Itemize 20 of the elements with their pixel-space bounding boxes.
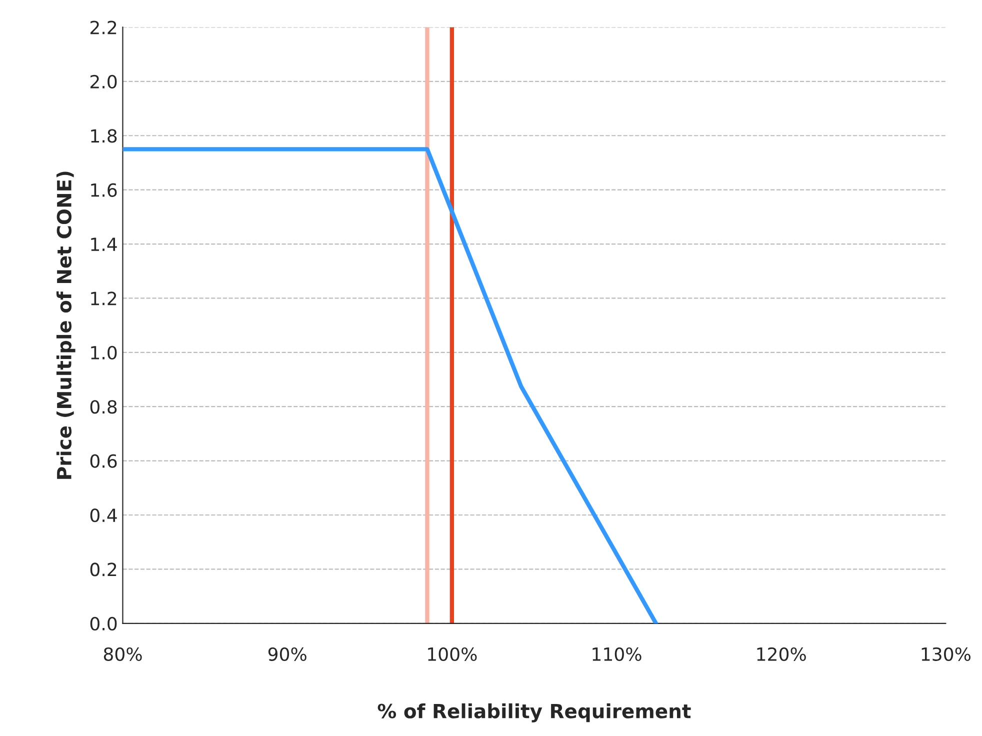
y-tick-label: 1.2 [91, 292, 116, 306]
y-tick-label: 0.0 [90, 616, 117, 631]
y-tick-label: 1.4 [91, 238, 117, 251]
y-axis-title: Price (Multiple of Net CONE) [56, 172, 76, 479]
y-tick-label: 1.8 [91, 129, 117, 143]
y-tick-label: 0.2 [90, 562, 116, 576]
y-tick-label: 1.6 [91, 183, 117, 197]
y-tick-label: 0.4 [90, 508, 117, 522]
y-tick-label: 2.0 [90, 74, 117, 89]
x-axis-title: % of Reliability Requirement [378, 703, 691, 722]
y-tick-label: 0.6 [90, 454, 117, 468]
x-tick-label: 120% [757, 647, 806, 661]
x-tick-label: 100% [428, 647, 477, 661]
y-tick-label: 0.8 [90, 400, 117, 414]
y-tick-label: 2.2 [90, 20, 116, 34]
x-tick-label: 110% [592, 647, 642, 661]
y-tick-label: 1.0 [91, 346, 117, 360]
x-tick-label: 80% [104, 647, 142, 661]
x-tick-label: 90% [268, 647, 306, 661]
x-tick-label: 130% [922, 647, 970, 661]
